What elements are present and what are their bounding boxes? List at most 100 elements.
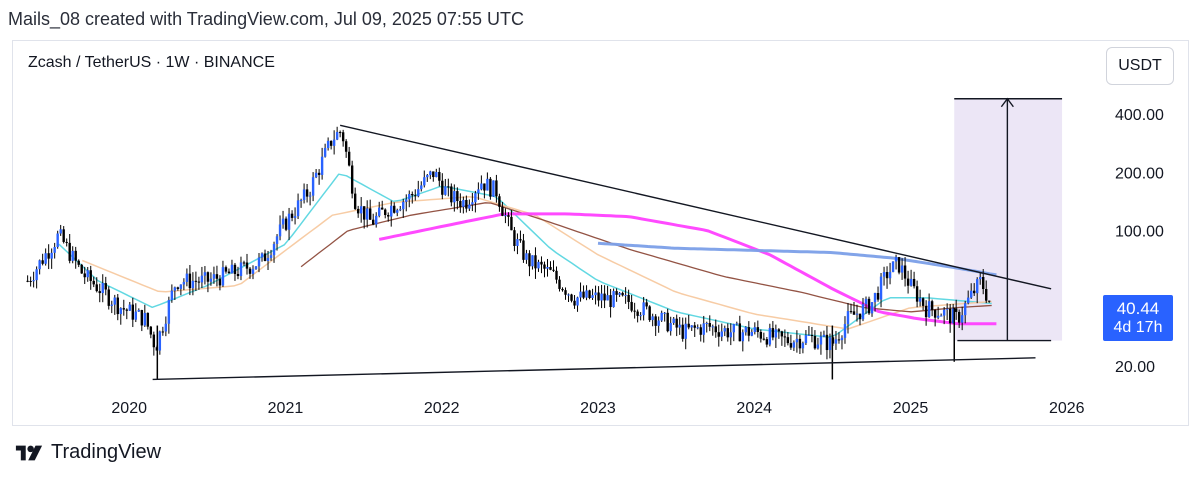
candle-body <box>849 311 853 313</box>
symbol-title: Zcash / TetherUS · 1W · BINANCE <box>28 54 275 71</box>
candle-body <box>212 274 216 279</box>
candle-body <box>465 199 468 209</box>
candle-body <box>870 302 874 314</box>
candle-body <box>822 334 826 337</box>
brand-name: TradingView <box>51 441 162 463</box>
candle-body <box>236 273 240 277</box>
candle-body <box>921 298 925 306</box>
candle-body <box>873 293 877 303</box>
candle-body <box>666 312 669 332</box>
candle-body <box>125 309 128 311</box>
candle-body <box>882 272 886 277</box>
candle-body <box>945 308 949 310</box>
arrow-head-icon <box>1000 97 1014 108</box>
candle-body <box>786 337 790 344</box>
candle-body <box>543 264 546 269</box>
candle-body <box>227 271 231 274</box>
candle-body <box>846 311 850 325</box>
candle-body <box>696 327 699 329</box>
candle-body <box>441 180 444 195</box>
candle-body <box>918 298 922 302</box>
tradingview-brand[interactable]: TradingView <box>14 441 161 464</box>
candle-body <box>840 337 844 341</box>
candle-body <box>387 214 390 217</box>
candle-body <box>281 218 285 225</box>
candle-body <box>648 306 651 321</box>
candle-body <box>59 229 62 234</box>
candle-body <box>747 327 751 336</box>
currency-button[interactable]: USDT <box>1106 47 1174 85</box>
candle-body <box>567 294 570 296</box>
candle-body <box>732 324 735 333</box>
candle-body <box>233 264 237 274</box>
y-tick-label: 100.00 <box>1115 224 1164 241</box>
candle-body <box>83 273 86 278</box>
candle-body <box>912 278 916 287</box>
candle-body <box>588 290 591 298</box>
candle-body <box>185 273 189 282</box>
candle-body <box>609 295 612 308</box>
candle-body <box>86 270 89 278</box>
candle-body <box>197 281 201 283</box>
candle-body <box>188 273 192 289</box>
candle-body <box>564 290 567 295</box>
candle-body <box>167 300 171 324</box>
candle-body <box>828 337 832 351</box>
candle-body <box>444 186 447 195</box>
candle-body <box>471 202 474 205</box>
candle-body <box>480 183 483 190</box>
candle-body <box>735 323 739 325</box>
candle-body <box>861 304 865 320</box>
candle-body <box>618 292 621 295</box>
candle-body <box>284 218 288 230</box>
candle-body <box>792 342 796 348</box>
candle-body <box>32 280 35 282</box>
candle-body <box>272 243 276 256</box>
candle-body <box>606 295 609 301</box>
candle-body <box>615 291 618 295</box>
candle-body <box>855 313 859 315</box>
candle-body <box>810 334 814 337</box>
candle-body <box>468 204 471 209</box>
candle-body <box>624 294 627 296</box>
candle-body <box>390 205 393 217</box>
candle-body <box>804 335 808 344</box>
candle-body <box>537 261 540 269</box>
candle-body <box>41 260 44 264</box>
x-tick-label: 2025 <box>893 400 929 417</box>
candle-body <box>837 339 841 341</box>
candle-body <box>741 332 745 342</box>
candle-body <box>224 267 228 272</box>
candle-body <box>979 277 982 280</box>
candle-body <box>194 280 198 282</box>
candle-body <box>552 269 555 271</box>
candle-body <box>47 253 50 259</box>
candle-body <box>819 336 823 345</box>
candle-body <box>371 219 375 225</box>
candle-body <box>657 320 660 326</box>
candle-body <box>930 301 934 310</box>
candle-body <box>546 267 549 269</box>
candle-body <box>513 230 516 246</box>
candle-body <box>525 253 528 260</box>
candle-body <box>206 272 210 282</box>
candle-body <box>585 290 588 298</box>
y-tick-label: 20.00 <box>1115 359 1155 376</box>
candle-body <box>630 301 633 311</box>
candle-body <box>296 200 300 217</box>
candle-body <box>77 260 80 265</box>
candle-body <box>985 289 988 301</box>
candle-body <box>903 265 907 279</box>
candle-body <box>474 193 477 203</box>
candle-body <box>982 277 985 290</box>
candle-body <box>768 328 772 345</box>
candle-body <box>750 331 754 336</box>
candle-body <box>161 331 165 333</box>
candle-body <box>341 132 345 142</box>
candle-body <box>200 275 204 283</box>
candle-body <box>702 323 705 335</box>
candle-body <box>789 343 793 348</box>
candle-body <box>29 280 32 282</box>
candle-body <box>555 270 558 280</box>
